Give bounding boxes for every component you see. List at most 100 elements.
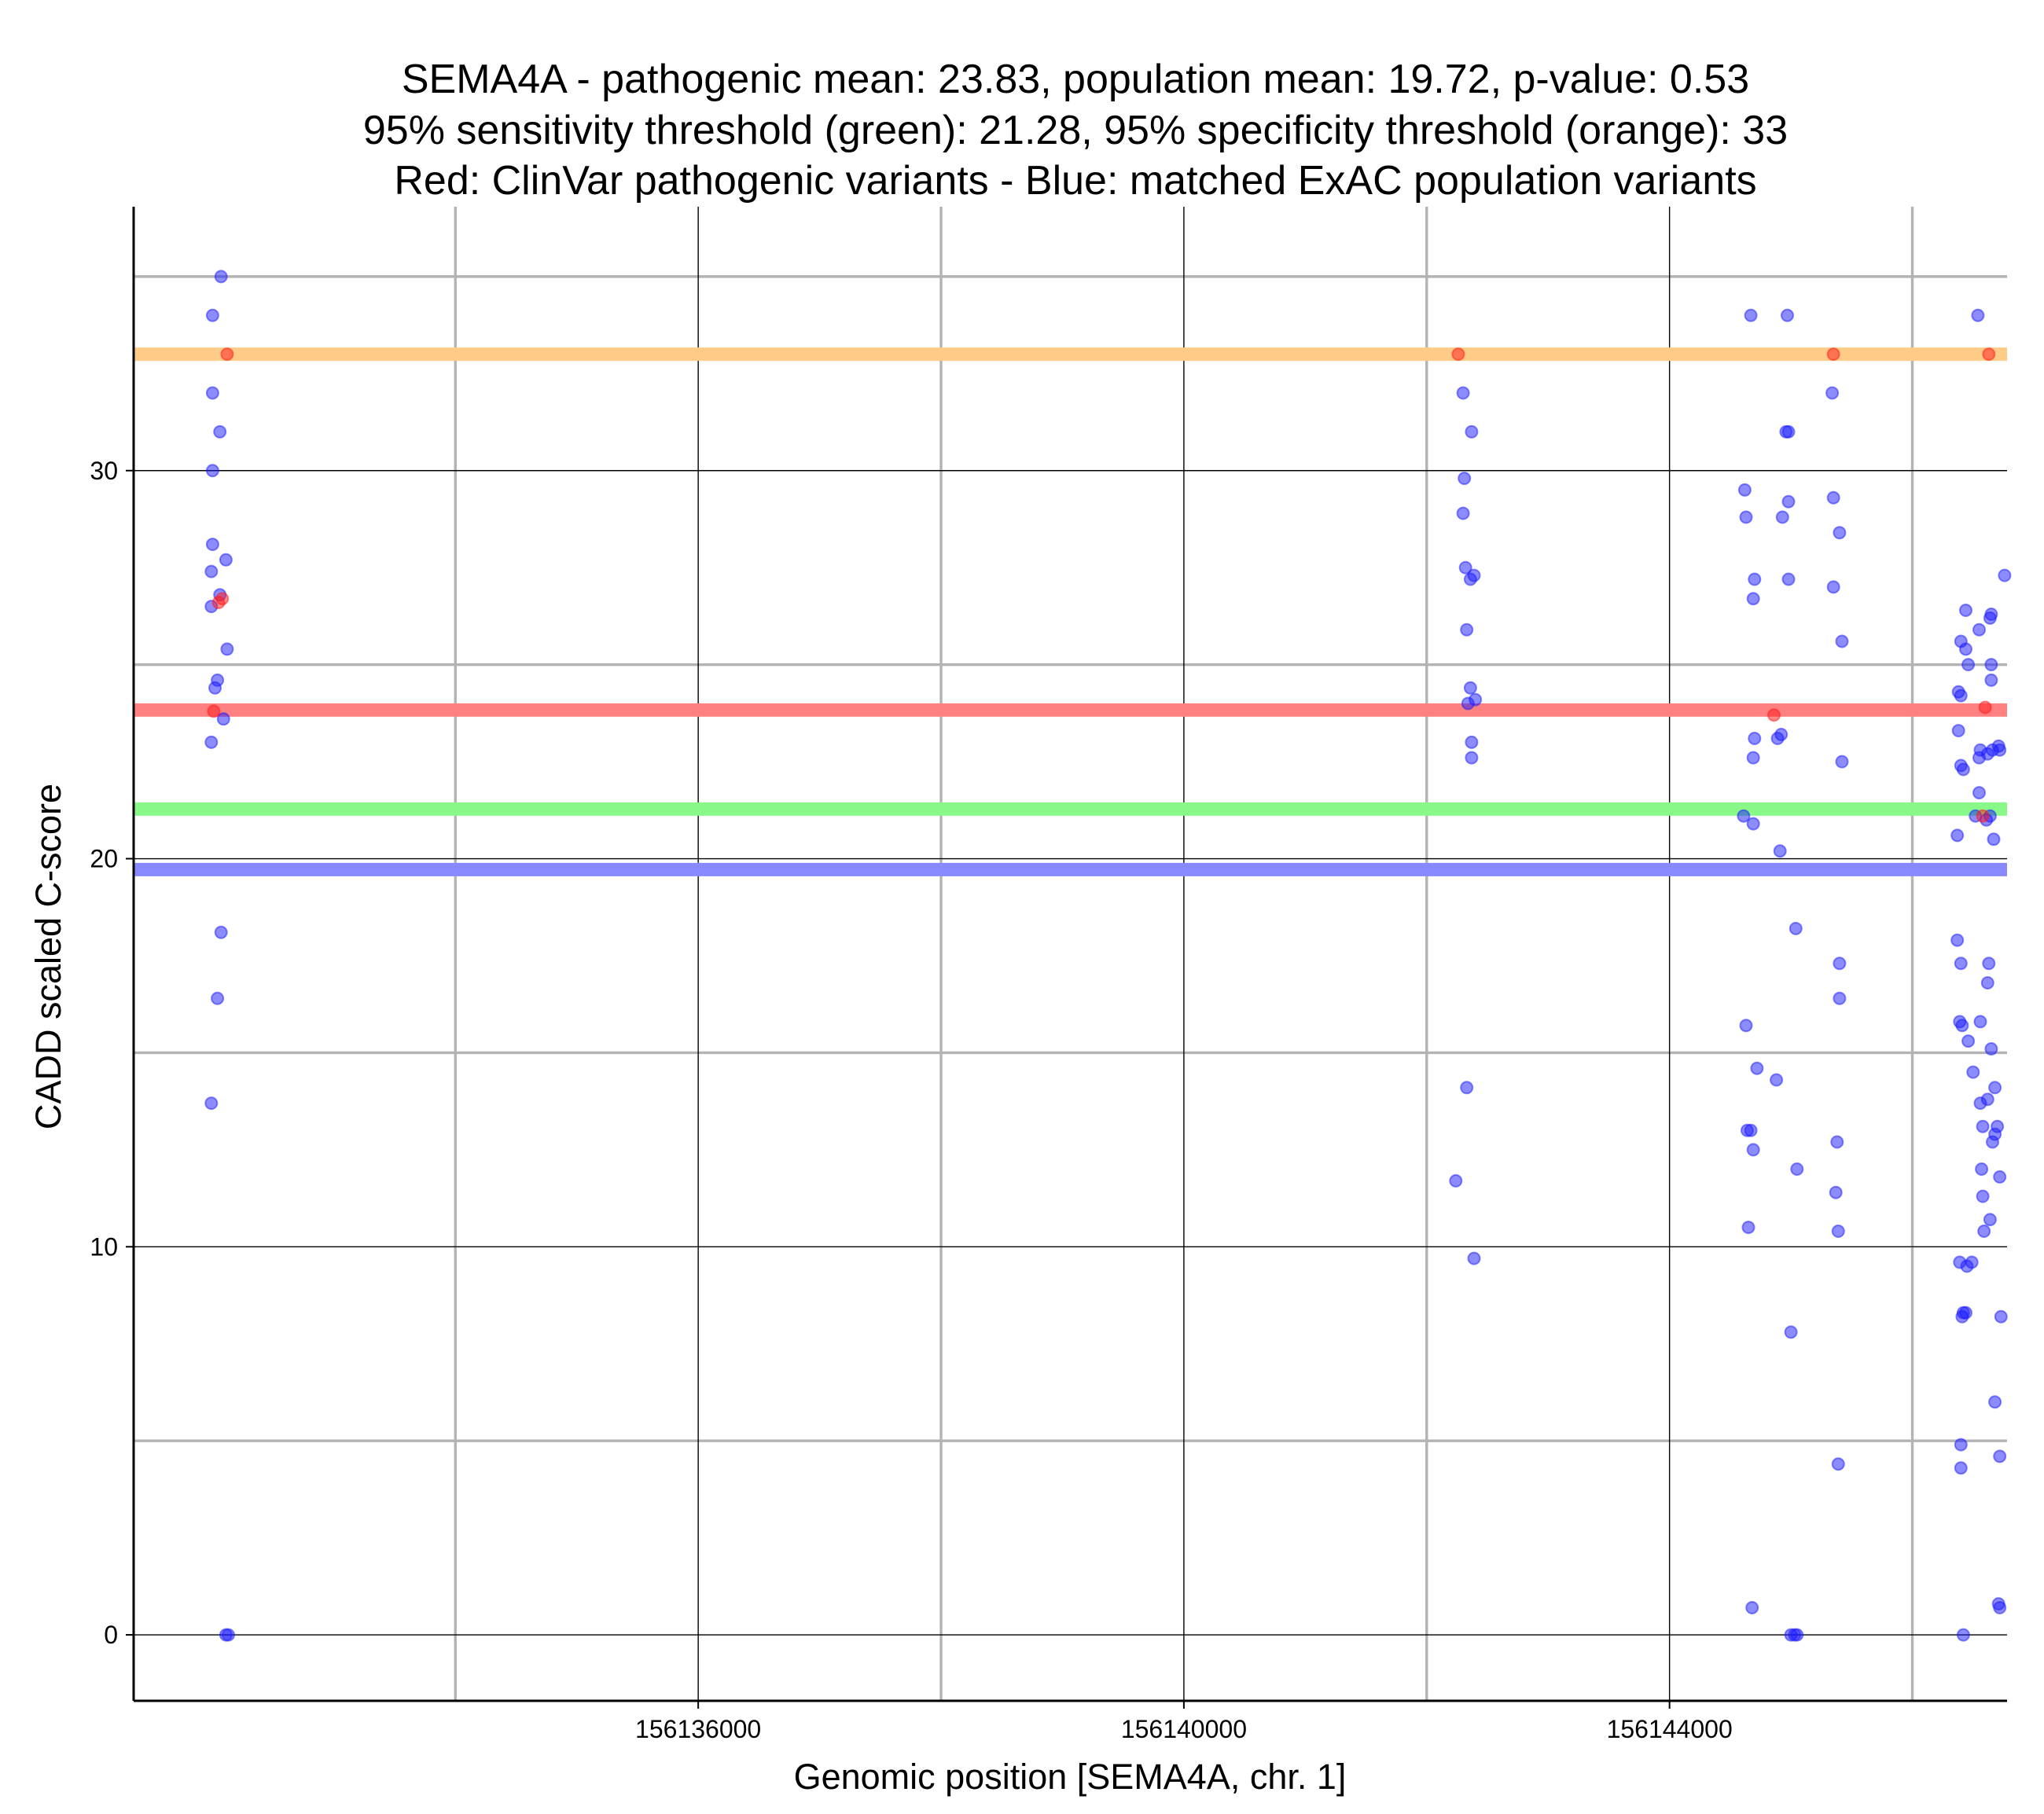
population-variant-point (1774, 728, 1788, 741)
population-variant-point (1458, 472, 1472, 486)
population-variant-point (1956, 1628, 1970, 1642)
pathogenic-variant-point (1451, 347, 1465, 362)
population-variant-point (211, 991, 225, 1005)
population-variant-point (1739, 1019, 1753, 1033)
population-variant-point (1737, 809, 1751, 823)
population-variant-point (205, 308, 219, 322)
population-variant-point (1465, 751, 1479, 765)
population-variant-point (214, 270, 228, 284)
population-variant-point (1748, 732, 1762, 745)
pathogenic-variant-point (1826, 347, 1840, 362)
population-variant-point (1988, 1395, 2002, 1409)
population-variant-point (1741, 1221, 1755, 1235)
population-variant-point (1781, 494, 1796, 509)
population-variant-point (1986, 1135, 1999, 1149)
population-variant-point (1460, 1081, 1474, 1095)
population-variant-point (1993, 1601, 2007, 1614)
x-axis-title: Genomic position [SEMA4A, chr. 1] (794, 1757, 1347, 1797)
pathogenic-variant-point (207, 704, 221, 718)
population-variant-point (1790, 1162, 1804, 1176)
population-variant-point (220, 642, 234, 656)
population-variant-point (1463, 681, 1477, 695)
population-variant-point (1833, 526, 1847, 540)
population-variant-point (213, 424, 227, 439)
population-variant-point (1980, 976, 1994, 990)
population-variant-point (1784, 1325, 1798, 1339)
population-variant-point (1458, 560, 1472, 575)
population-variant-point (1773, 844, 1787, 858)
population-variant-point (219, 553, 233, 567)
population-variant-point (1826, 490, 1840, 505)
population-variant-point (1746, 1143, 1760, 1157)
x-tick-label: 156136000 (635, 1715, 761, 1743)
population-variant-point (1994, 1309, 2008, 1324)
population-variant-point (1829, 1185, 1843, 1199)
population-variant-point (1781, 308, 1794, 322)
population-variant-point (1465, 424, 1479, 439)
population-variant-point (1991, 739, 2005, 753)
population-variant-point (1463, 572, 1477, 586)
population-variant-point (1835, 634, 1849, 648)
population-variant-point (1744, 1123, 1758, 1137)
tick-labels: 0 10 20 30 156136000 156140000 156144000 (90, 457, 1732, 1743)
population-variant-point (205, 464, 219, 478)
population-variant-point (1993, 1449, 2007, 1463)
pathogenic-variant-point (220, 347, 234, 362)
pathogenic-variant-point (215, 592, 230, 606)
population-variant-point (1959, 642, 1972, 656)
population-variant-point (1951, 724, 1965, 738)
population-variant-point (1950, 828, 1965, 843)
x-tick-label: 156140000 (1121, 1715, 1247, 1743)
population-variant-point (1950, 933, 1965, 947)
population-variant-point (1830, 1135, 1844, 1149)
threshold-lines (134, 347, 2007, 876)
population-variant-point (1748, 572, 1762, 586)
chart-title-line-2: 95% sensitivity threshold (green): 21.28… (363, 108, 1788, 153)
pathogenic-variant-point (1982, 347, 1996, 362)
population-variant-point (222, 1628, 235, 1642)
population-variant-point (1775, 510, 1789, 524)
population-variant-point (1788, 921, 1803, 935)
population-variant-point (1976, 1119, 1990, 1133)
population-variant-point (1954, 689, 1968, 703)
population-variant-point (1779, 424, 1793, 439)
population-variant-point (1965, 1255, 1979, 1269)
population-variant-point (1456, 506, 1470, 520)
population-variant-point (1973, 1096, 1987, 1111)
population-variant-point (1746, 817, 1760, 831)
population-variant-point (1746, 751, 1760, 765)
population-variant-point (1744, 308, 1758, 322)
population-variant-point (1987, 832, 2001, 846)
population-variant-point (1826, 580, 1840, 594)
population-variant-point (1984, 658, 1998, 672)
population-variant-point (1959, 604, 1972, 617)
population-variant-point (216, 712, 230, 726)
chart-title: SEMA4A - pathogenic mean: 23.83, populat… (363, 57, 1788, 204)
population-variant-point (1998, 568, 2012, 582)
y-tick-label: 20 (90, 845, 118, 873)
chart-title-line-3: Red: ClinVar pathogenic variants - Blue:… (394, 158, 1756, 204)
population-variant-point (1977, 1225, 1991, 1238)
population-variant-point (1973, 1015, 1987, 1029)
chart-title-line-1: SEMA4A - pathogenic mean: 23.83, populat… (402, 57, 1749, 102)
population-variant-point (204, 564, 219, 578)
pathogenic-variant-point (1767, 708, 1781, 722)
population-variant-point (1988, 1081, 2002, 1095)
population-variant-point (1737, 483, 1752, 497)
population-variant-point (1955, 1019, 1969, 1033)
population-variant-point (1961, 1034, 1976, 1048)
population-variant-point (1984, 1042, 1998, 1056)
pathogenic-variant-point (1978, 700, 1992, 714)
population-variant-point (1982, 957, 1996, 971)
population-variant-point (1831, 1225, 1845, 1238)
population-variant-point (1984, 608, 1998, 621)
y-tick-label: 10 (90, 1232, 118, 1261)
population-variant-point (1961, 658, 1976, 672)
population-variant-point (1971, 308, 1985, 322)
population-variant-point (1467, 1251, 1481, 1265)
population-variant-point (1745, 1601, 1759, 1614)
population-variant-point (1956, 762, 1970, 777)
axes (132, 207, 2007, 1702)
population-variant-point (1449, 1173, 1463, 1188)
